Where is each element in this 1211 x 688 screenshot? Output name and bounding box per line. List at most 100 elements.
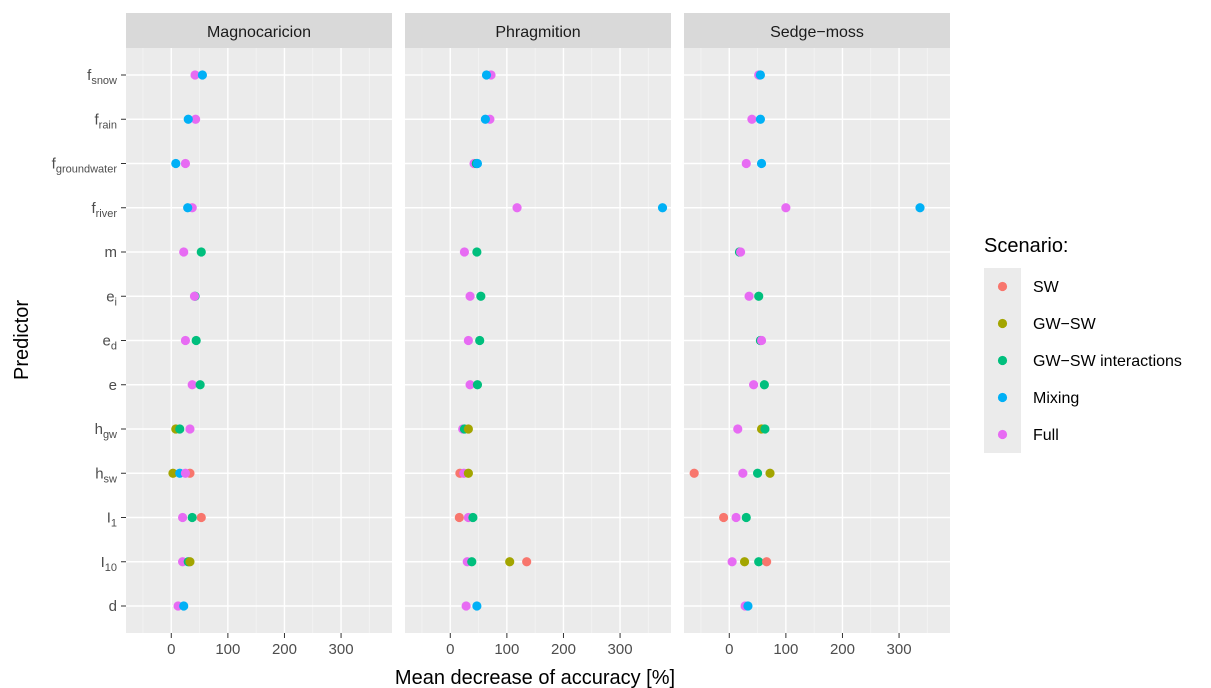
legend-label: Full bbox=[1033, 427, 1059, 444]
legend-key-marker bbox=[997, 429, 1008, 440]
y-tick-label: fsnow bbox=[87, 67, 117, 87]
data-point bbox=[741, 158, 751, 169]
facet-strip bbox=[684, 13, 950, 48]
data-point bbox=[171, 158, 181, 169]
data-point bbox=[463, 424, 473, 434]
data-point bbox=[196, 512, 206, 523]
data-point bbox=[505, 557, 515, 567]
x-tick-label: 0 bbox=[725, 641, 733, 658]
data-point bbox=[733, 424, 743, 434]
data-point bbox=[756, 158, 767, 169]
facet-strip-label: Sedge−moss bbox=[770, 24, 864, 41]
data-point bbox=[759, 380, 769, 390]
x-tick-label: 300 bbox=[887, 641, 912, 658]
facet-panel: Phragmition 0 100 200 300 bbox=[405, 13, 671, 658]
y-tick-label: hgw bbox=[95, 421, 117, 441]
data-point bbox=[459, 247, 470, 257]
data-point bbox=[738, 468, 748, 478]
chart-panels: Magnocaricion 0 100 200 300 Phragmition 0 100 20… bbox=[126, 13, 950, 658]
x-tick-label: 300 bbox=[608, 641, 633, 658]
data-point bbox=[183, 203, 193, 213]
data-point bbox=[180, 158, 191, 169]
x-tick-label: 100 bbox=[773, 641, 798, 658]
y-axis-title: Predictor bbox=[11, 300, 33, 380]
data-point bbox=[741, 512, 751, 523]
x-tick-label: 0 bbox=[446, 641, 454, 658]
data-point bbox=[754, 557, 764, 567]
x-tick-label: 100 bbox=[215, 641, 240, 658]
data-point bbox=[731, 512, 741, 523]
data-point bbox=[744, 291, 754, 301]
data-point bbox=[762, 557, 772, 567]
data-point bbox=[752, 468, 763, 478]
data-point bbox=[177, 512, 188, 523]
data-point bbox=[465, 380, 475, 390]
legend-label: SW bbox=[1033, 279, 1060, 296]
data-point bbox=[481, 70, 492, 80]
facet-panel: Sedge−moss 0 100 200 300 bbox=[684, 13, 950, 658]
data-point bbox=[475, 335, 485, 346]
data-point bbox=[472, 380, 483, 390]
legend: Scenario: SW GW−SW GW−SW interactions Mixin… bbox=[984, 235, 1182, 453]
data-point bbox=[749, 380, 759, 390]
x-tick-label: 200 bbox=[830, 641, 855, 658]
data-point bbox=[760, 424, 770, 434]
legend-label: GW−SW interactions bbox=[1033, 353, 1182, 370]
y-tick-label: m bbox=[105, 244, 118, 261]
y-tick-label: friver bbox=[91, 200, 117, 220]
data-point bbox=[512, 203, 522, 213]
data-point bbox=[472, 601, 482, 611]
data-point bbox=[915, 203, 925, 213]
x-tick-label: 200 bbox=[551, 641, 576, 658]
data-point bbox=[191, 335, 201, 346]
facet-strip-label: Phragmition bbox=[495, 24, 580, 41]
legend-entry: SW bbox=[984, 268, 1060, 305]
facet-strip bbox=[405, 13, 671, 48]
y-tick-label: ed bbox=[103, 333, 117, 353]
y-tick-label: frain bbox=[94, 111, 117, 131]
y-tick-label: ei bbox=[106, 288, 117, 308]
legend-title: Scenario: bbox=[984, 235, 1069, 257]
data-point bbox=[196, 247, 206, 257]
data-point bbox=[180, 468, 191, 478]
legend-entry: GW−SW interactions bbox=[984, 342, 1182, 379]
data-point bbox=[739, 557, 750, 567]
legend-key-marker bbox=[997, 392, 1008, 403]
data-point bbox=[657, 203, 668, 213]
data-point bbox=[468, 512, 478, 523]
legend-key-marker bbox=[997, 281, 1008, 292]
data-point bbox=[197, 70, 208, 80]
x-tick-label: 300 bbox=[329, 641, 354, 658]
data-point bbox=[476, 291, 486, 301]
data-point bbox=[187, 380, 197, 390]
data-point bbox=[472, 158, 483, 169]
x-tick-label: 200 bbox=[272, 641, 297, 658]
data-point bbox=[195, 380, 205, 390]
legend-label: Mixing bbox=[1033, 390, 1079, 407]
data-point bbox=[180, 335, 191, 346]
data-point bbox=[755, 70, 766, 80]
data-point bbox=[480, 114, 490, 124]
data-point bbox=[185, 557, 195, 567]
data-point bbox=[467, 557, 477, 567]
data-point bbox=[175, 424, 185, 434]
x-axis-title: Mean decrease of accuracy [%] bbox=[395, 667, 675, 688]
facet-strip bbox=[126, 13, 392, 48]
data-point bbox=[461, 601, 471, 611]
data-point bbox=[522, 557, 532, 567]
data-point bbox=[168, 468, 178, 478]
y-tick-label: e bbox=[109, 377, 117, 394]
data-point bbox=[727, 557, 737, 567]
data-point bbox=[465, 291, 475, 301]
data-point bbox=[187, 512, 197, 523]
legend-entry: GW−SW bbox=[984, 305, 1097, 342]
legend-key-marker bbox=[997, 318, 1008, 329]
y-tick-label: I1 bbox=[107, 510, 117, 530]
data-point bbox=[454, 512, 464, 523]
data-point bbox=[179, 247, 189, 257]
data-point bbox=[781, 203, 791, 213]
x-tick-label: 0 bbox=[167, 641, 175, 658]
y-tick-label: hsw bbox=[95, 465, 117, 485]
data-point bbox=[743, 601, 753, 611]
